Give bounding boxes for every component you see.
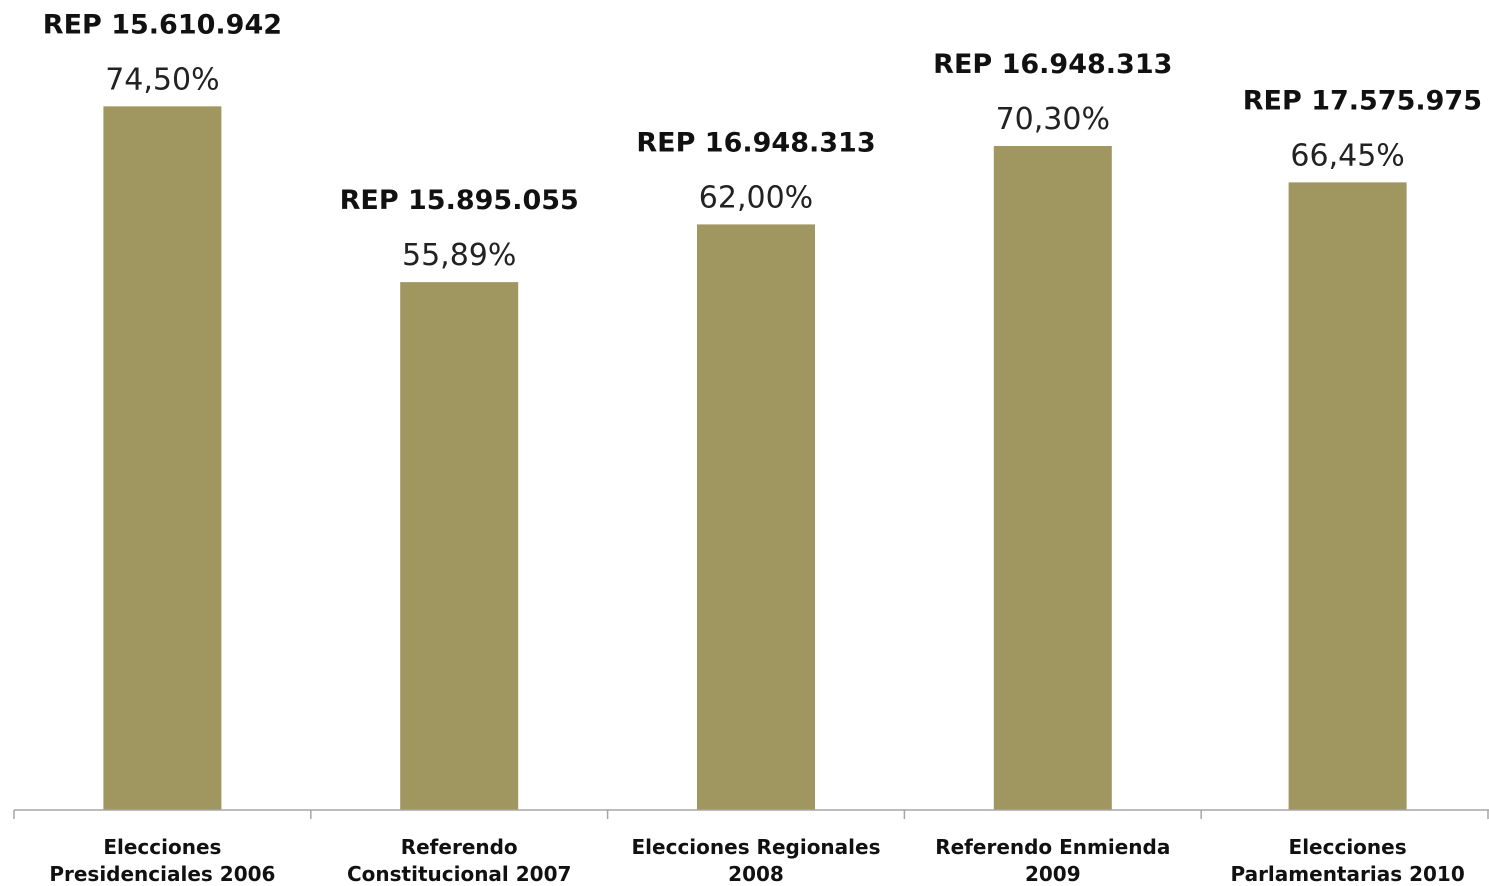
category-label: Elecciones	[1289, 835, 1407, 859]
value-label: 62,00%	[699, 180, 813, 215]
value-label: 66,45%	[1290, 138, 1404, 173]
category-label: Constitucional 2007	[347, 862, 571, 886]
category-label: Presidenciales 2006	[49, 862, 275, 886]
bar-1	[103, 106, 222, 810]
value-label: 74,50%	[105, 62, 219, 97]
category-label: Elecciones Regionales	[632, 835, 881, 859]
category-label: Elecciones	[103, 835, 221, 859]
rep-label: REP 17.575.975	[1243, 85, 1482, 116]
value-label: 55,89%	[402, 238, 516, 273]
rep-label: REP 16.948.313	[933, 49, 1172, 80]
category-label: 2009	[1025, 862, 1081, 886]
bar-4	[993, 146, 1112, 811]
bar-5	[1288, 182, 1407, 810]
x-axis	[13, 809, 1489, 819]
bar-3	[697, 224, 815, 810]
category-label: 2008	[728, 862, 784, 886]
value-label: 70,30%	[996, 102, 1110, 137]
bar-2	[400, 282, 519, 810]
category-label: Parlamentarias 2010	[1230, 862, 1464, 886]
rep-label: REP 15.610.942	[43, 9, 282, 40]
category-label: Referendo Enmienda	[935, 835, 1170, 859]
labels-group: 74,50% REP 15.610.942 Elecciones Presidenci…	[43, 9, 1482, 886]
rep-label: REP 15.895.055	[340, 185, 579, 216]
rep-label: REP 16.948.313	[636, 127, 875, 158]
category-label: Referendo	[401, 835, 518, 859]
bars-group	[103, 106, 1407, 811]
